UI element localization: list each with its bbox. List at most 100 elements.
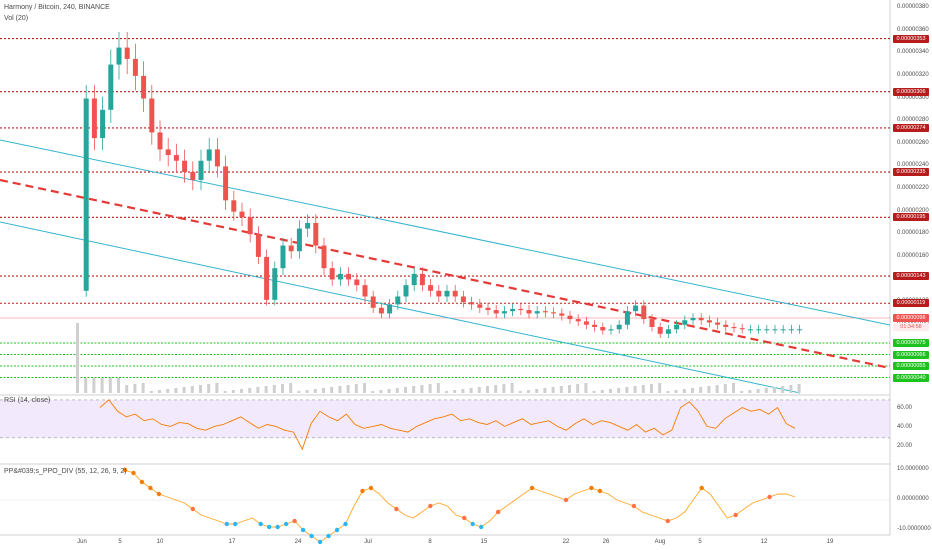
volume-bar bbox=[682, 389, 686, 393]
candle-body bbox=[108, 64, 114, 110]
volume-bar bbox=[404, 387, 407, 393]
ppo-divergence-dot bbox=[122, 467, 128, 473]
volume-bar bbox=[551, 387, 555, 393]
ppo-divergence-dot bbox=[300, 527, 306, 533]
ppo-tick-label: 0.00000000 bbox=[897, 496, 929, 502]
candle-body bbox=[452, 290, 458, 297]
candle-body bbox=[280, 245, 286, 269]
ppo-series-line bbox=[124, 469, 796, 543]
volume-bar bbox=[264, 386, 268, 393]
resistance-level-label: 0.00000306 bbox=[893, 87, 929, 96]
ppo-divergence-dot bbox=[767, 494, 772, 500]
candle-body bbox=[288, 245, 294, 252]
volume-bar bbox=[568, 385, 571, 393]
candle-body bbox=[329, 268, 335, 280]
ppo-tick-label: 10.0000000 bbox=[897, 466, 929, 472]
volume-bar bbox=[199, 385, 202, 393]
volume-bar bbox=[723, 384, 727, 393]
candle-body bbox=[354, 279, 360, 286]
candle-body bbox=[296, 228, 302, 252]
candle-body bbox=[469, 302, 475, 305]
candle-body bbox=[788, 329, 794, 331]
ppo-divergence-dot bbox=[258, 521, 263, 527]
candle-body bbox=[370, 296, 376, 308]
volume-bar bbox=[477, 387, 481, 393]
candle-body bbox=[264, 256, 270, 300]
candle-body bbox=[616, 324, 622, 330]
candle-body bbox=[501, 311, 507, 314]
volume-bar bbox=[527, 390, 530, 393]
candle-body bbox=[190, 172, 196, 180]
resistance-level-label: 0.00000195 bbox=[893, 213, 929, 222]
candle-body bbox=[124, 47, 130, 59]
resistance-level-label: 0.00000143 bbox=[893, 272, 929, 281]
price-tick-label: 0.00000320 bbox=[897, 71, 929, 78]
volume-bar bbox=[764, 388, 768, 393]
candle-body bbox=[510, 308, 516, 312]
volume-bar bbox=[494, 385, 498, 393]
price-tick-label: 0.00000340 bbox=[897, 49, 929, 56]
ppo-divergence-dot bbox=[343, 521, 348, 527]
volume-label: Vol (20) bbox=[4, 15, 29, 22]
candle-body bbox=[337, 273, 343, 280]
candle-body bbox=[395, 296, 401, 305]
price-tick-label: 0.00000200 bbox=[897, 207, 929, 214]
volume-bar bbox=[289, 383, 293, 393]
ppo-divergence-dot bbox=[563, 497, 569, 503]
support-level-label: 0.00000040 bbox=[893, 373, 929, 382]
volume-bar bbox=[297, 391, 301, 393]
ppo-divergence-dot bbox=[462, 515, 467, 521]
volume-bar bbox=[281, 384, 284, 393]
resistance-level-label: 0.00000274 bbox=[893, 123, 929, 132]
volume-bar bbox=[584, 383, 588, 393]
ppo-divergence-dot bbox=[317, 539, 323, 545]
volume-bar bbox=[617, 388, 621, 393]
price-tick-label: 0.00000300 bbox=[897, 94, 929, 101]
volume-bar bbox=[256, 387, 260, 393]
volume-bar bbox=[166, 389, 170, 393]
time-tick-label: 12 bbox=[760, 539, 768, 545]
candle-body bbox=[206, 149, 212, 161]
rsi-band bbox=[0, 399, 890, 438]
candle-body bbox=[460, 296, 466, 303]
candle-body bbox=[477, 304, 483, 308]
volume-bar bbox=[149, 391, 153, 393]
volume-bar bbox=[330, 387, 334, 393]
ppo-divergence-dot bbox=[131, 470, 136, 476]
candle-body bbox=[551, 312, 557, 314]
price-tick-label: 0.00000160 bbox=[897, 252, 929, 259]
candle-body bbox=[797, 329, 803, 331]
time-tick-label: 24 bbox=[294, 539, 302, 545]
candle-body bbox=[674, 324, 680, 330]
ppo-divergence-dot bbox=[597, 488, 603, 494]
volume-bar bbox=[223, 391, 227, 393]
candle-body bbox=[165, 149, 171, 156]
candle-body bbox=[723, 324, 729, 328]
ppo-divergence-dot bbox=[190, 506, 196, 512]
candle-body bbox=[428, 285, 434, 291]
time-tick-label: 15 bbox=[480, 539, 488, 545]
ppo-divergence-dot bbox=[283, 521, 289, 527]
volume-bar bbox=[740, 391, 744, 393]
time-tick-label: 17 bbox=[228, 539, 236, 545]
volume-bar bbox=[379, 390, 383, 393]
candle-body bbox=[239, 211, 245, 218]
ppo-divergence-dot bbox=[275, 524, 280, 530]
candle-body bbox=[149, 98, 155, 133]
volume-bar bbox=[748, 390, 752, 393]
current-price-label: 0.00000096 bbox=[893, 314, 929, 322]
resistance-level-label: 0.00000119 bbox=[893, 299, 929, 308]
candle-body bbox=[247, 217, 253, 235]
volume-bar bbox=[84, 378, 88, 393]
candle-body bbox=[624, 311, 630, 325]
time-tick-label: Aug bbox=[654, 539, 666, 545]
volume-bar bbox=[510, 383, 514, 393]
volume-bar bbox=[461, 389, 465, 393]
candle-body bbox=[559, 313, 565, 316]
candle-body bbox=[346, 273, 352, 280]
candle-body bbox=[91, 98, 97, 139]
volume-bar bbox=[76, 323, 79, 393]
volume-bar bbox=[666, 391, 670, 393]
ppo-divergence-dot bbox=[495, 509, 501, 515]
